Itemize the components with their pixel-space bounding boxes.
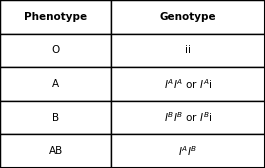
Bar [0,101,111,134]
Text: AB: AB [48,146,63,156]
Bar [111,0,265,34]
Text: Phenotype: Phenotype [24,12,87,22]
Bar [111,34,265,67]
Bar [111,134,265,168]
Text: Genotype: Genotype [160,12,217,22]
Bar [0,0,111,34]
Bar [111,101,265,134]
Text: $I^{A}I^{B}$: $I^{A}I^{B}$ [178,144,198,158]
Text: B: B [52,113,59,123]
Text: A: A [52,79,59,89]
Text: $I^{B}I^{B}$ or $I^{B}$i: $I^{B}I^{B}$ or $I^{B}$i [164,111,213,124]
Bar [111,67,265,101]
Bar [0,34,111,67]
Text: $I^{A}I^{A}$ or $I^{A}$i: $I^{A}I^{A}$ or $I^{A}$i [164,77,212,91]
Bar [0,67,111,101]
Text: O: O [51,45,60,55]
Text: ii: ii [185,45,191,55]
Bar [0,134,111,168]
